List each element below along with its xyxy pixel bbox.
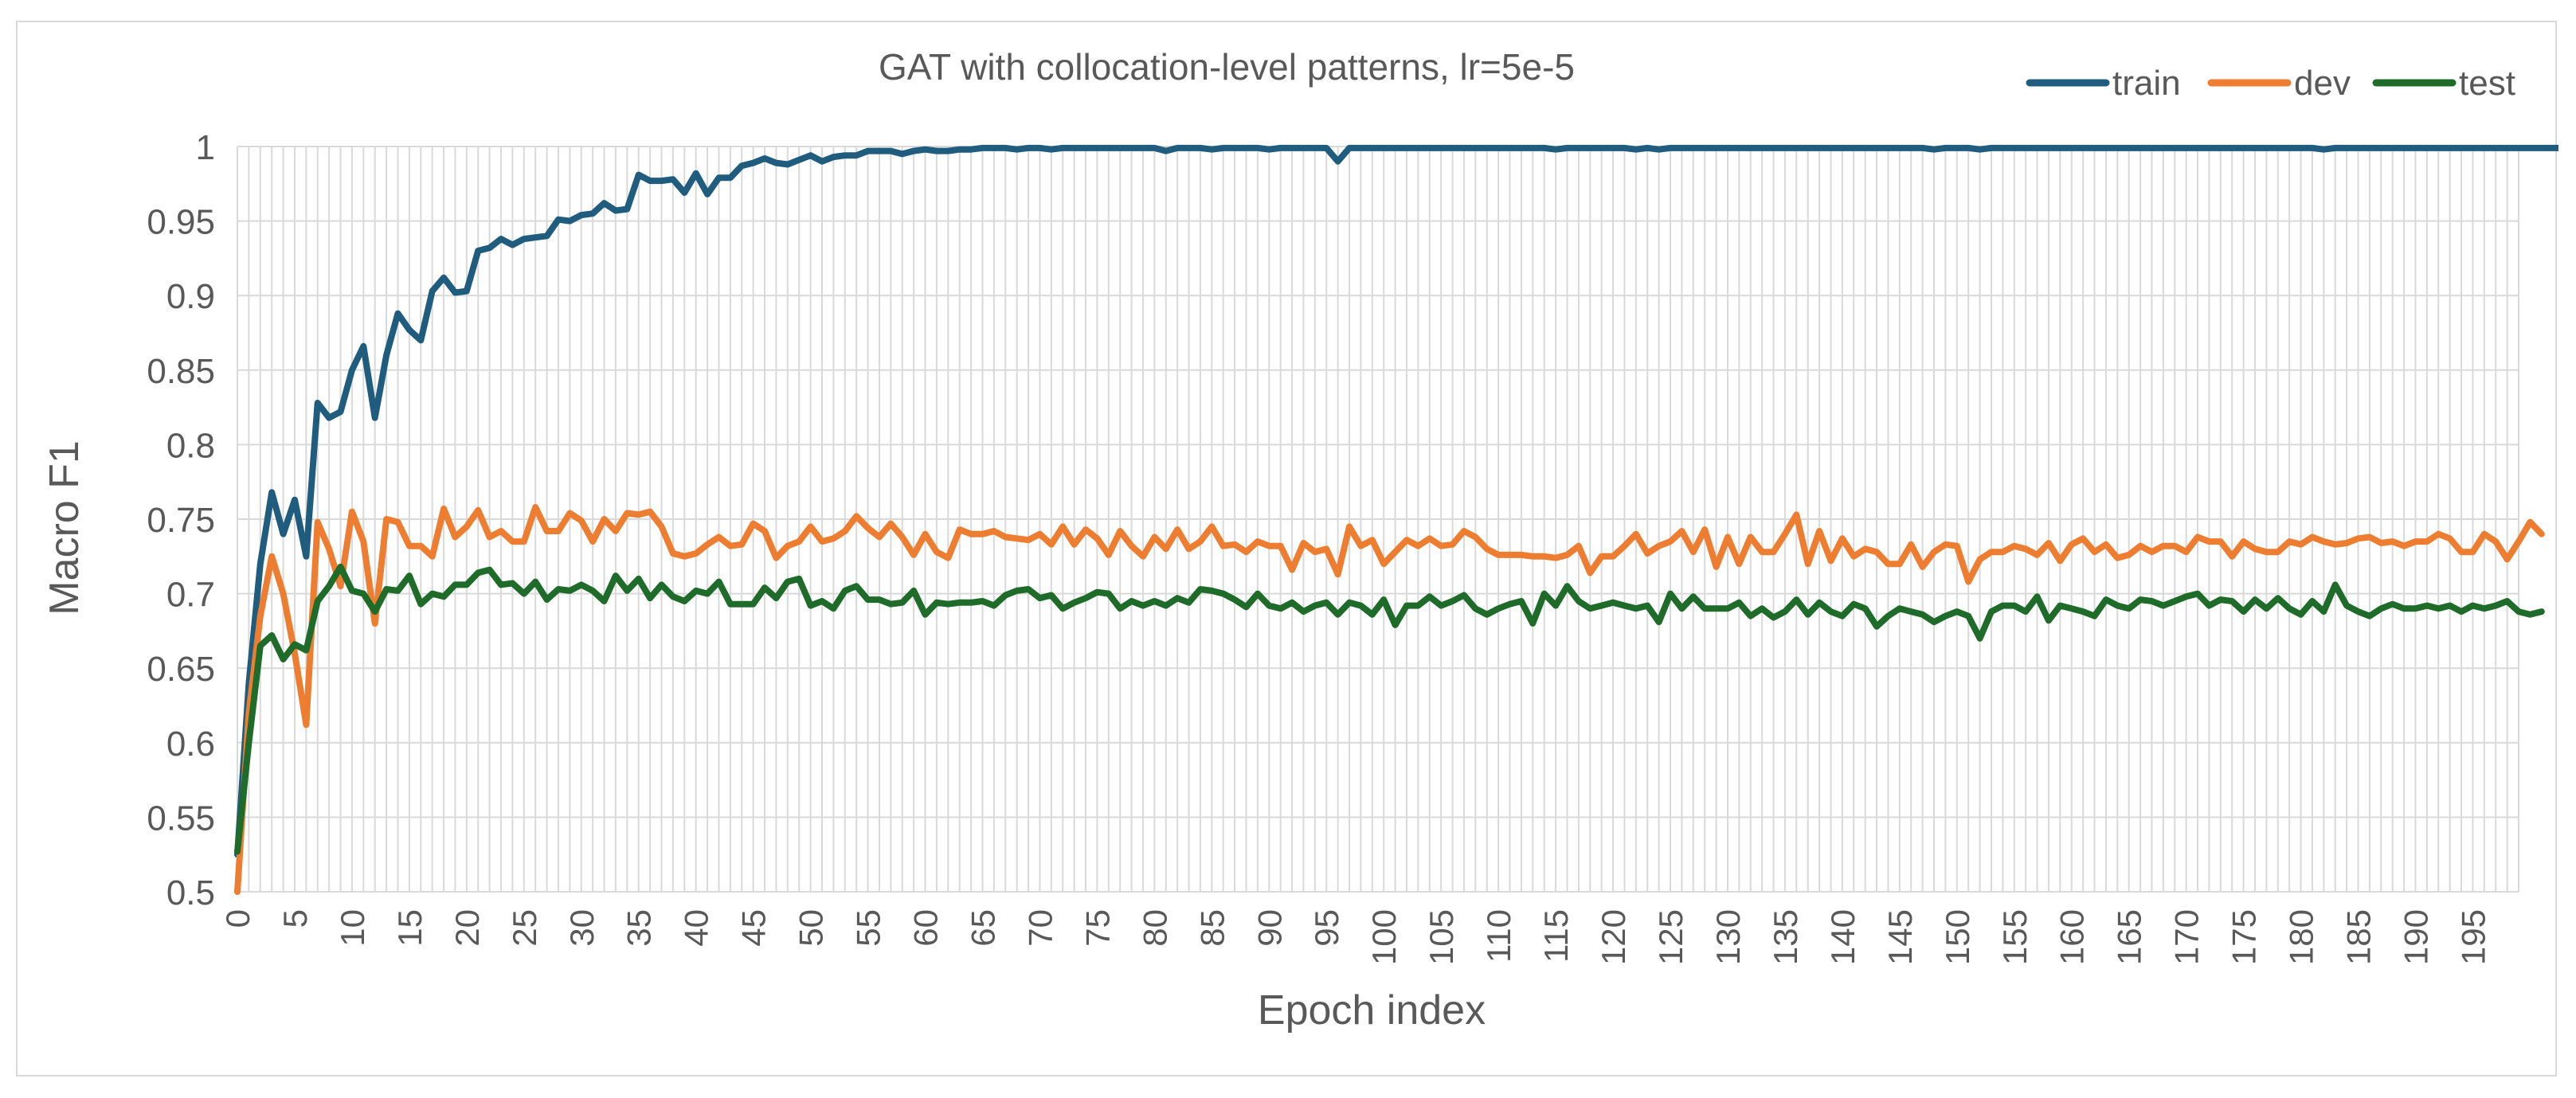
x-tick-label: 120 [1595,909,1632,965]
x-tick-label: 145 [1881,909,1919,965]
x-axis-title: Epoch index [1258,987,1486,1034]
y-tick-label: 0.85 [147,352,215,391]
x-tick-label: 150 [1939,909,1976,965]
x-tick-label: 0 [219,909,256,928]
y-tick-label: 0.6 [166,725,215,764]
y-tick-label: 0.55 [147,799,215,838]
legend: train dev test [2026,64,2515,103]
x-tick-label: 50 [793,909,830,947]
x-tick-label: 85 [1193,909,1231,947]
series-line-test [234,563,2545,855]
x-tick-label: 70 [1021,909,1059,947]
x-tick-label: 160 [2053,909,2091,965]
x-tick-label: 105 [1423,909,1460,965]
x-tick-label: 135 [1767,909,1804,965]
x-tick-label: 80 [1136,909,1173,947]
x-tick-label: 90 [1251,909,1288,947]
y-tick-label: 0.65 [147,650,215,689]
x-tick-label: 55 [850,909,887,947]
x-tick-label: 35 [621,909,658,947]
x-tick-label: 95 [1308,909,1345,947]
y-axis-title: Macro F1 [41,440,88,615]
x-tick-label: 185 [2340,909,2378,965]
x-tick-label: 10 [334,909,371,947]
series-lines [234,144,2558,895]
x-tick-label: 165 [2111,909,2148,965]
x-tick-label: 195 [2454,909,2492,965]
y-tick-label: 0.8 [166,426,215,465]
x-tick-label: 170 [2168,909,2206,965]
legend-label-dev: dev [2294,64,2351,103]
x-tick-label: 65 [964,909,1001,947]
legend-label-test: test [2459,64,2515,103]
y-tick-label: 0.5 [166,873,215,912]
x-tick-label: 40 [678,909,715,947]
x-tick-label: 30 [563,909,601,947]
series-line-dev [234,504,2545,895]
x-tick-label: 125 [1652,909,1689,965]
y-tick-label: 0.95 [147,203,215,242]
y-tick-label: 0.9 [166,277,215,316]
x-tick-label: 25 [506,909,543,947]
x-tick-label: 140 [1824,909,1862,965]
y-tick-label: 0.75 [147,501,215,540]
legend-label-train: train [2112,64,2181,103]
x-tick-label: 5 [276,909,314,928]
chart-frame: 0.5 0.55 0.6 0.65 0.7 0.75 0.8 0.85 0.9 0.95 1 0 5 10… [16,21,2558,1077]
x-tick-label: 130 [1709,909,1747,965]
x-tick-label: 115 [1537,909,1575,963]
x-tick-label: 180 [2283,909,2320,965]
x-tick-label: 60 [907,909,945,947]
x-tick-label: 100 [1365,909,1403,965]
x-tick-label: 155 [1996,909,2034,965]
x-tick-label: 190 [2397,909,2434,965]
x-tick-label: 20 [448,909,486,947]
grid [237,146,2519,893]
x-tick-label: 110 [1480,909,1517,963]
x-tick-label: 15 [391,909,429,947]
x-tick-label: 175 [2226,909,2263,965]
y-tick-label: 1 [196,128,215,167]
chart-title: GAT with collocation-level patterns, lr=… [879,46,1575,88]
series-line-train [234,144,2558,858]
x-tick-label: 75 [1079,909,1116,947]
x-tick-label: 45 [735,909,773,947]
y-tick-label: 0.7 [166,576,215,615]
